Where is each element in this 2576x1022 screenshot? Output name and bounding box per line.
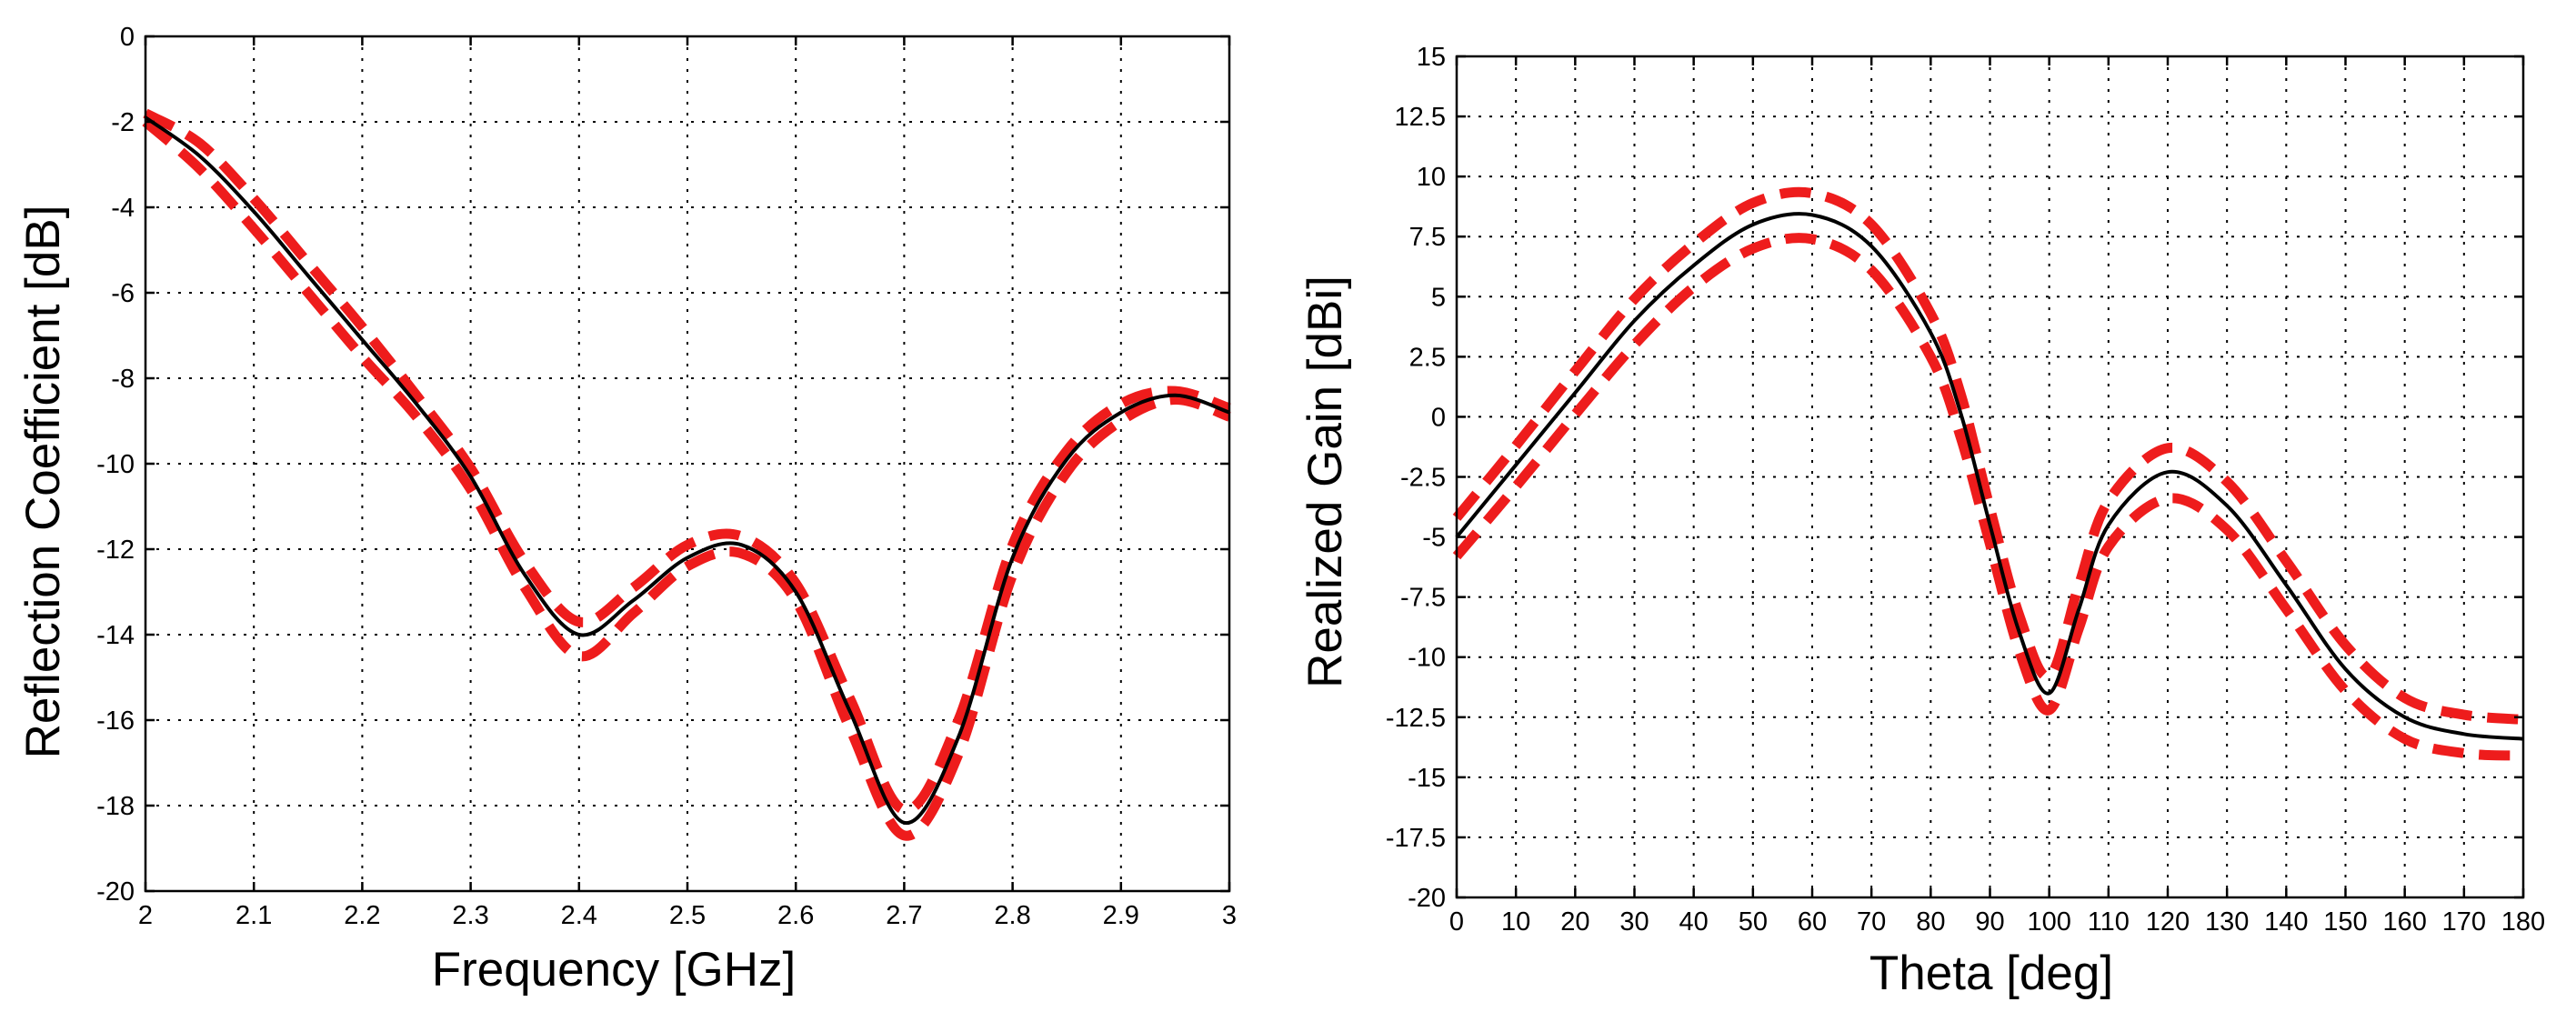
right-x-tick-label: 90 [1975, 907, 2004, 937]
left-x-axis-label: Frequency [GHz] [432, 943, 797, 997]
right-x-tick-label: 20 [1560, 907, 1589, 937]
right-y-tick-label: 12.5 [1395, 103, 1446, 132]
left-x-tick-label: 2.7 [886, 901, 922, 930]
right-y-tick-label: -5 [1422, 524, 1446, 553]
left-x-tick-label: 2.2 [344, 901, 380, 930]
right-x-tick-label: 60 [1798, 907, 1827, 937]
left-y-tick-label: -4 [111, 194, 135, 223]
left-grid [145, 36, 1229, 891]
right-y-tick-label: -12.5 [1386, 704, 1446, 733]
left-series-nominal [144, 115, 1230, 825]
right-y-tick-label: 5 [1431, 283, 1446, 312]
left-y-tick-label: -10 [96, 450, 135, 479]
right-x-tick-label: 130 [2205, 907, 2249, 937]
right-y-tick-label: 2.5 [1409, 343, 1446, 372]
right-y-tick-label: -10 [1408, 644, 1446, 673]
right-series [1452, 186, 2524, 761]
right-x-tick-label: 140 [2264, 907, 2308, 937]
right-x-tick-label: 160 [2382, 907, 2426, 937]
left-y-tick-label: -18 [96, 792, 135, 821]
left-series-upper-bound [143, 108, 1231, 816]
right-x-tick-label: 170 [2442, 907, 2486, 937]
right-y-tick-label: 0 [1431, 403, 1446, 432]
right-y-tick-label: -20 [1408, 884, 1446, 913]
left-y-tick-label: -8 [111, 365, 135, 394]
left-x-tick-label: 3 [1222, 901, 1237, 930]
right-series-nominal [1455, 212, 2524, 741]
left-y-tick-label: -6 [111, 279, 135, 308]
right-x-tick-label: 120 [2146, 907, 2190, 937]
left-y-tick-label: 0 [120, 23, 135, 52]
left-series [142, 108, 1231, 841]
right-x-axis-label: Theta [deg] [1869, 947, 2113, 1000]
left-y-tick-label: -12 [96, 536, 135, 565]
right-y-tick-label: 7.5 [1409, 223, 1446, 252]
right-x-tick-label: 80 [1916, 907, 1945, 937]
right-y-tick-label: -2.5 [1400, 464, 1446, 493]
right-x-tick-label: 150 [2323, 907, 2367, 937]
right-ticks: 0 10 20 30 40 50 60 70 80 90 100 110 120 130 140 150 160… [1386, 43, 2545, 937]
left-y-tick-label: -16 [96, 706, 135, 736]
left-series-lower-bound [142, 117, 1231, 841]
right-x-tick-label: 110 [2088, 907, 2130, 937]
right-x-tick-label: 0 [1449, 907, 1464, 937]
left-y-tick-label: -14 [96, 621, 135, 650]
left-ticks: 2 2.1 2.2 2.3 2.4 2.5 2.6 2.7 2.8 2.9 3 0 -2 -4 -6 -8 -1… [96, 23, 1237, 930]
right-y-axis-label: Realized Gain [dBi] [1298, 276, 1352, 688]
left-y-tick-label: -20 [96, 877, 135, 907]
left-x-tick-label: 2.6 [777, 901, 814, 930]
right-x-tick-label: 30 [1619, 907, 1649, 937]
left-x-tick-label: 2.1 [236, 901, 272, 930]
right-series-lower-bound [1452, 233, 2524, 761]
reflection-coefficient-chart: 2 2.1 2.2 2.3 2.4 2.5 2.6 2.7 2.8 2.9 3 0 -2 -4 -6 -8 -1… [16, 23, 1237, 997]
right-x-tick-label: 100 [2027, 907, 2070, 937]
right-y-tick-label: -15 [1408, 764, 1446, 793]
right-x-tick-label: 40 [1679, 907, 1709, 937]
right-y-tick-label: -7.5 [1400, 584, 1446, 613]
right-x-tick-label: 10 [1501, 907, 1530, 937]
right-x-tick-label: 50 [1739, 907, 1768, 937]
right-grid [1457, 56, 2523, 897]
right-x-tick-label: 70 [1857, 907, 1886, 937]
realized-gain-chart: 0 10 20 30 40 50 60 70 80 90 100 110 120 130 140 150 160… [1298, 43, 2545, 1000]
right-y-tick-label: 15 [1417, 43, 1446, 72]
left-y-axis-label: Reflection Coefficient [dB] [16, 205, 70, 759]
right-series-upper-bound [1452, 186, 2524, 725]
left-x-tick-label: 2.4 [561, 901, 597, 930]
left-x-tick-label: 2.3 [452, 901, 488, 930]
left-x-tick-label: 2 [138, 901, 153, 930]
right-y-tick-label: -17.5 [1386, 824, 1446, 853]
left-x-tick-label: 2.9 [1103, 901, 1139, 930]
left-x-tick-label: 2.8 [994, 901, 1030, 930]
right-y-tick-label: 10 [1417, 163, 1446, 192]
left-y-tick-label: -2 [111, 108, 135, 137]
left-x-tick-label: 2.5 [669, 901, 706, 930]
right-x-tick-label: 180 [2501, 907, 2545, 937]
